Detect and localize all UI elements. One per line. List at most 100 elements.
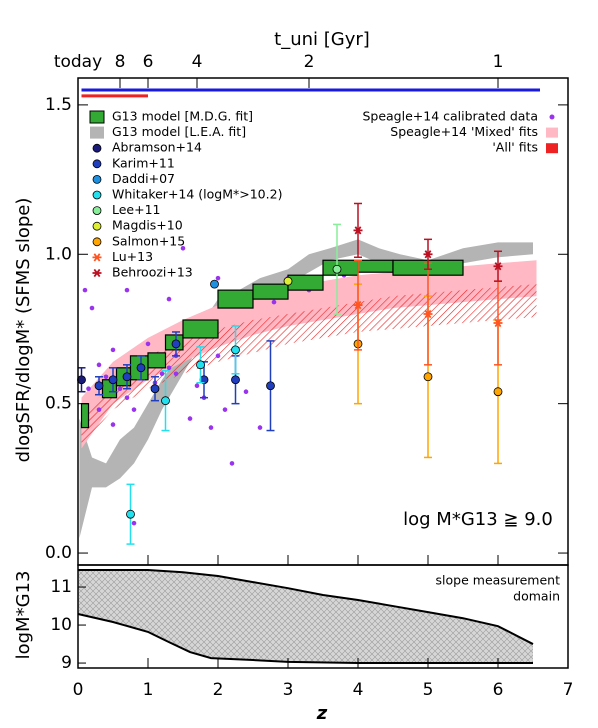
legend-label: 'All' fits xyxy=(492,140,538,155)
legend-label: Karim+11 xyxy=(112,155,175,170)
mass-tick-label: 10 xyxy=(50,615,72,635)
point xyxy=(196,360,205,370)
asterisk-point xyxy=(92,253,102,262)
lower-limit-line xyxy=(77,613,533,665)
top-tick-label: 1 xyxy=(493,52,504,72)
speagle-point xyxy=(166,296,172,302)
speagle-point xyxy=(194,383,200,389)
legend-label: Lu+13 xyxy=(112,249,153,264)
mass-frame xyxy=(77,564,569,669)
model-box xyxy=(217,289,254,309)
speagle-point xyxy=(131,407,137,412)
legend-label: Behroozi+13 xyxy=(112,265,193,280)
point xyxy=(92,221,102,231)
speagle-point xyxy=(124,287,130,293)
x-tick-label: 3 xyxy=(283,680,294,700)
x-tick-label: 0 xyxy=(73,680,84,700)
mass-y-label: logM*G13 xyxy=(13,571,34,660)
y-tick-label: 1.0 xyxy=(45,244,72,264)
x-tick-label: 1 xyxy=(143,680,154,700)
model-box xyxy=(147,352,167,369)
point xyxy=(150,384,160,394)
speagle-point xyxy=(180,246,186,251)
speagle-point xyxy=(96,407,102,412)
point xyxy=(94,381,104,391)
legend-label: Whitaker+14 (logM*>10.2) xyxy=(112,187,282,202)
asterisk-point xyxy=(353,226,363,235)
y-tick-label: 1.5 xyxy=(45,95,72,115)
speagle-point xyxy=(96,362,102,368)
mass-tick-label: 11 xyxy=(50,577,72,597)
speagle-point xyxy=(187,416,193,421)
speagle-point xyxy=(131,520,137,526)
legend-swatch xyxy=(90,126,104,139)
legend-swatch xyxy=(546,127,558,138)
point xyxy=(210,279,219,289)
point xyxy=(92,206,102,216)
speagle-point xyxy=(82,287,88,293)
asterisk-point xyxy=(353,300,363,310)
speagle-point xyxy=(271,299,277,305)
speagle-point xyxy=(145,341,151,347)
speagle-point xyxy=(166,365,172,371)
top-tick-label: 6 xyxy=(143,52,154,72)
band xyxy=(79,239,534,539)
point xyxy=(161,396,170,406)
point xyxy=(92,143,102,153)
point xyxy=(231,375,240,385)
asterisk-point xyxy=(92,268,102,278)
point xyxy=(92,159,102,169)
speagle-point xyxy=(110,422,116,427)
y-axis-label: dlogSFR/dlogM* (SFMS slope) xyxy=(13,198,34,463)
point xyxy=(332,264,342,274)
point xyxy=(108,375,118,385)
model-box xyxy=(287,274,324,291)
point xyxy=(493,387,503,397)
speagle-point xyxy=(257,425,263,430)
speagle-point xyxy=(229,461,235,466)
model-box xyxy=(182,319,219,339)
point xyxy=(136,363,146,373)
model-box xyxy=(252,283,289,300)
legend-label: Speagle+14 calibrated data xyxy=(362,109,538,124)
top-tick-label: today xyxy=(54,52,102,72)
main-panel: 0.0 0.5 1.0 1.5 today 8 6 4 2 1 G13 model [M.D.G. … xyxy=(45,52,569,565)
point xyxy=(231,345,240,355)
point xyxy=(423,372,433,382)
asterisk-point xyxy=(423,250,433,259)
legend-label: G13 model [L.E.A. fit] xyxy=(112,124,246,139)
mass-cut-note: log M*G13 ≧ 9.0 xyxy=(403,509,553,530)
speagle-point xyxy=(89,305,95,311)
legend-label: Speagle+14 'Mixed' fits xyxy=(390,124,538,139)
legend-swatch xyxy=(89,110,105,124)
point xyxy=(92,174,102,184)
domain-hatch xyxy=(78,569,533,664)
mass-panel: 9 10 11 0 1 2 3 4 5 6 7 xyxy=(50,568,574,700)
x-tick-label: 7 xyxy=(563,680,574,700)
x-tick-label: 6 xyxy=(493,680,504,700)
point xyxy=(283,276,293,286)
speagle-point xyxy=(173,371,179,377)
x-tick-label: 5 xyxy=(423,680,434,700)
asterisk-point xyxy=(423,309,433,319)
model-box xyxy=(357,259,394,273)
legend-label: G13 model [M.D.G. fit] xyxy=(112,109,253,124)
point xyxy=(126,509,135,519)
speagle-point xyxy=(215,353,221,359)
top-tick-label: 8 xyxy=(115,52,126,72)
mass-tick-label: 9 xyxy=(61,653,72,673)
point xyxy=(92,190,102,200)
upper-limit-line xyxy=(78,568,534,645)
legend-swatch xyxy=(549,114,555,120)
x-tick-label: 4 xyxy=(353,680,364,700)
speagle-point xyxy=(243,389,249,395)
y-tick-label: 0.5 xyxy=(45,394,72,414)
speagle-point xyxy=(86,386,91,392)
speagle-point xyxy=(110,347,116,353)
x-axis-label: z xyxy=(316,703,328,724)
speagle-point xyxy=(159,371,165,377)
legend-label: Salmon+15 xyxy=(112,233,185,248)
legend-label: Abramson+14 xyxy=(112,140,202,155)
x-tick-label: 2 xyxy=(213,680,224,700)
